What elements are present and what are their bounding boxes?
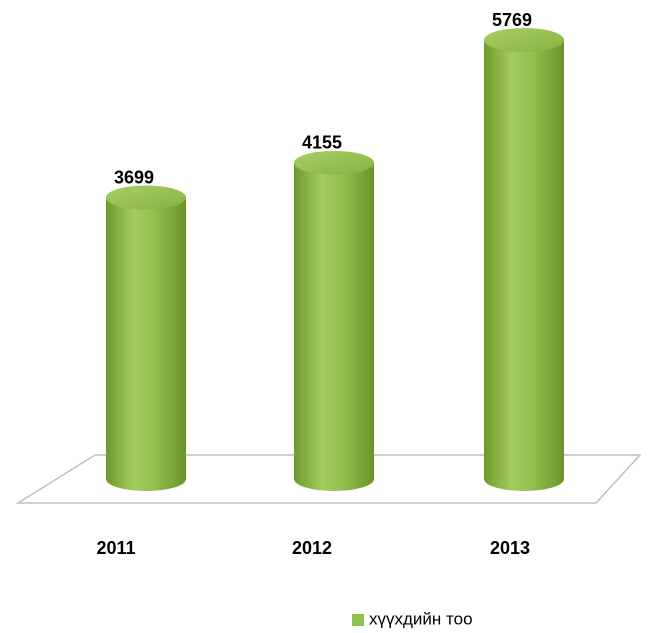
cylinder-body (106, 197, 186, 491)
cylinder-body (484, 40, 564, 491)
data-label: 3699 (114, 167, 154, 187)
x-tick-label: 2013 (490, 538, 530, 558)
cylinder (294, 150, 374, 491)
cylinder-top (294, 150, 374, 175)
legend-swatch (352, 614, 364, 626)
floor (15, 454, 642, 504)
x-tick-label: 2012 (292, 538, 332, 558)
cylinder-top (484, 28, 564, 52)
cylinder (106, 185, 186, 491)
cylinder-top (106, 185, 186, 210)
legend-label: хүүхдийн тоо (369, 609, 473, 628)
cylinder-body (294, 162, 374, 491)
x-tick-label: 2011 (96, 538, 135, 558)
cylinder (484, 28, 564, 491)
data-label: 5769 (492, 10, 532, 30)
data-label: 4155 (302, 133, 342, 153)
